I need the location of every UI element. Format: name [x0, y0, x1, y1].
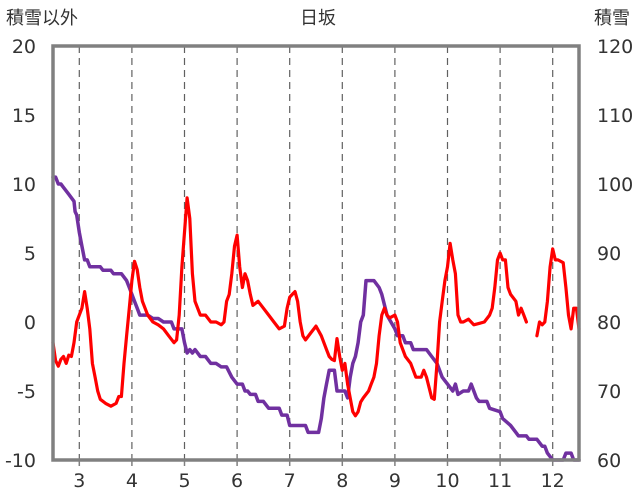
x-axis: 3 4 5 6 7 8 9 10 11 12: [73, 460, 565, 492]
x-tick-label: 10: [435, 470, 459, 492]
y-right-tick-label: 110: [597, 105, 633, 127]
x-tick-label: 6: [231, 470, 243, 492]
y-left-tick-label: 0: [24, 312, 36, 334]
temperature-line: [535, 247, 581, 338]
x-tick-label: 8: [336, 470, 348, 492]
x-tick-label: 3: [73, 470, 85, 492]
right-y-axis: 60 70 80 90 100 110 120: [597, 36, 633, 472]
gridlines: [78, 46, 554, 460]
x-tick-label: 9: [389, 470, 401, 492]
x-tick-label: 4: [126, 470, 138, 492]
y-right-tick-label: 120: [597, 36, 633, 58]
y-left-tick-label: 10: [12, 174, 36, 196]
y-right-tick-label: 90: [597, 243, 621, 265]
x-tick-label: 7: [284, 470, 296, 492]
y-left-tick-label: -5: [17, 381, 36, 403]
y-left-tick-label: 5: [24, 243, 36, 265]
temperature-line: [51, 196, 529, 418]
x-tick-label: 12: [541, 470, 565, 492]
series-lines: [51, 175, 581, 462]
y-left-tick-label: 15: [12, 105, 36, 127]
y-right-tick-label: 80: [597, 312, 621, 334]
chart-title: 日坂: [300, 8, 336, 29]
left-axis-label: 積雪以外: [6, 8, 78, 29]
plot-frame: [51, 44, 581, 462]
y-right-tick-label: 60: [597, 450, 621, 472]
snow-depth-line: [51, 175, 581, 462]
y-left-tick-label: -10: [5, 450, 36, 472]
y-right-tick-label: 100: [597, 174, 633, 196]
x-tick-label: 5: [178, 470, 190, 492]
right-axis-label: 積雪: [594, 8, 630, 29]
y-right-tick-label: 70: [597, 381, 621, 403]
x-tick-label: 11: [488, 470, 512, 492]
y-left-tick-label: 20: [12, 36, 36, 58]
left-y-axis: -10 -5 0 5 10 15 20: [5, 36, 36, 472]
